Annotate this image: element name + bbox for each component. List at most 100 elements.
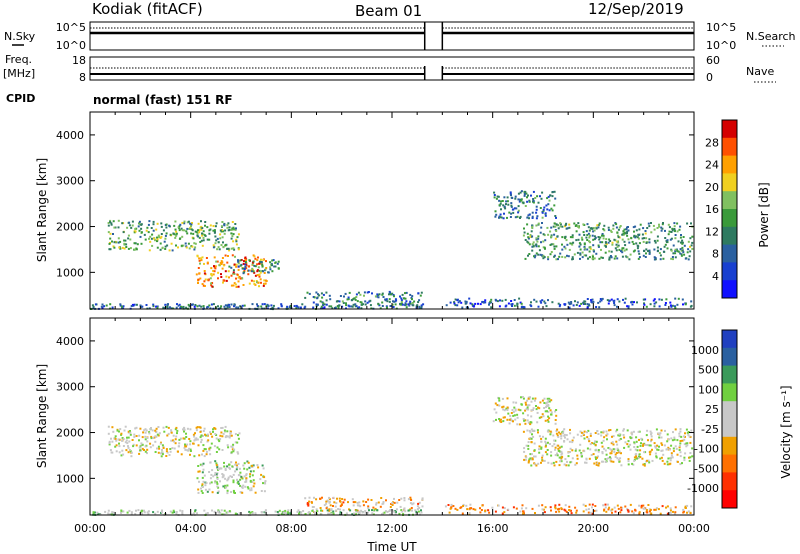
echo-pixel bbox=[337, 508, 340, 510]
echo-pixel bbox=[673, 438, 676, 441]
echo-pixel bbox=[224, 486, 226, 489]
echo-pixel bbox=[101, 303, 104, 306]
echo-pixel bbox=[546, 419, 549, 422]
echo-pixel bbox=[144, 431, 147, 434]
echo-pixel bbox=[619, 225, 622, 227]
echo-pixel bbox=[203, 234, 206, 237]
echo-pixel bbox=[521, 504, 524, 507]
echo-pixel bbox=[615, 430, 618, 433]
echo-pixel bbox=[146, 440, 149, 443]
echo-pixel bbox=[227, 229, 230, 232]
echo-pixel bbox=[120, 433, 123, 436]
echo-pixel bbox=[535, 208, 538, 211]
echo-pixel bbox=[661, 459, 664, 462]
echo-pixel bbox=[256, 274, 259, 277]
echo-pixel bbox=[303, 306, 306, 309]
echo-pixel bbox=[111, 240, 113, 243]
echo-pixel bbox=[591, 506, 593, 509]
echo-pixel bbox=[559, 432, 562, 435]
echo-pixel bbox=[529, 235, 532, 238]
echo-pixel bbox=[400, 509, 403, 512]
echo-pixel bbox=[228, 510, 231, 513]
echo-pixel bbox=[553, 443, 556, 446]
echo-pixel bbox=[386, 300, 389, 303]
echo-pixel bbox=[160, 511, 163, 514]
echo-pixel bbox=[490, 306, 493, 309]
echo-pixel bbox=[223, 305, 226, 308]
echo-pixel bbox=[421, 498, 424, 501]
echo-pixel bbox=[378, 293, 381, 296]
echo-pixel bbox=[214, 242, 217, 245]
echo-pixel bbox=[128, 221, 131, 224]
y-tick-label: 1000 bbox=[56, 472, 84, 485]
echo-pixel bbox=[245, 264, 248, 267]
echo-pixel bbox=[304, 497, 307, 500]
echo-pixel bbox=[122, 453, 125, 456]
echo-pixel bbox=[660, 456, 663, 459]
echo-pixel bbox=[160, 235, 163, 238]
echo-pixel bbox=[197, 488, 200, 491]
echo-pixel bbox=[529, 453, 532, 456]
echo-pixel bbox=[150, 437, 153, 440]
echo-pixel bbox=[653, 508, 656, 511]
echo-pixel bbox=[295, 304, 298, 307]
echo-pixel bbox=[404, 292, 406, 295]
echo-pixel bbox=[689, 511, 692, 514]
echo-pixel bbox=[146, 452, 148, 455]
echo-pixel bbox=[311, 509, 314, 512]
echo-pixel bbox=[689, 237, 692, 240]
echo-pixel bbox=[198, 259, 201, 262]
echo-pixel bbox=[144, 428, 147, 431]
echo-pixel bbox=[150, 427, 152, 429]
echo-pixel bbox=[208, 238, 211, 241]
echo-pixel bbox=[551, 209, 554, 212]
echo-pixel bbox=[208, 232, 211, 235]
echo-pixel bbox=[529, 396, 531, 399]
echo-pixel bbox=[203, 270, 206, 272]
echo-pixel bbox=[220, 509, 223, 512]
echo-pixel bbox=[587, 257, 589, 260]
echo-pixel bbox=[552, 225, 555, 228]
echo-pixel bbox=[568, 440, 571, 443]
echo-pixel bbox=[379, 505, 382, 508]
echo-pixel bbox=[511, 197, 514, 199]
echo-pixel bbox=[533, 298, 536, 301]
echo-pixel bbox=[162, 426, 165, 429]
echo-pixel bbox=[583, 437, 586, 440]
echo-pixel bbox=[641, 457, 644, 460]
echo-pixel bbox=[258, 269, 261, 272]
echo-pixel bbox=[575, 462, 578, 465]
echo-pixel bbox=[607, 447, 610, 449]
echo-pixel bbox=[256, 263, 259, 266]
echo-pixel bbox=[691, 241, 694, 244]
echo-pixel bbox=[589, 247, 592, 250]
echo-pixel bbox=[274, 510, 277, 513]
echo-pixel bbox=[188, 228, 191, 230]
echo-pixel bbox=[236, 236, 239, 239]
echo-pixel bbox=[219, 438, 222, 441]
echo-pixel bbox=[552, 461, 555, 464]
echo-pixel bbox=[665, 298, 668, 301]
echo-pixel bbox=[399, 303, 402, 306]
echo-pixel bbox=[531, 235, 534, 238]
echo-pixel bbox=[678, 444, 681, 447]
echo-pixel bbox=[246, 468, 249, 471]
echo-pixel bbox=[617, 507, 620, 510]
echo-pixel bbox=[691, 247, 694, 250]
echo-pixel bbox=[540, 226, 543, 229]
echo-pixel bbox=[529, 234, 532, 236]
echo-pixel bbox=[574, 506, 577, 509]
echo-pixel bbox=[586, 239, 589, 241]
echo-pixel bbox=[308, 500, 311, 503]
echo-pixel bbox=[674, 234, 677, 236]
echo-pixel bbox=[664, 243, 667, 246]
echo-pixel bbox=[506, 409, 509, 411]
echo-pixel bbox=[554, 506, 557, 509]
echo-pixel bbox=[517, 192, 520, 195]
echo-pixel bbox=[569, 236, 572, 239]
echo-pixel bbox=[280, 513, 283, 516]
echo-pixel bbox=[146, 448, 149, 451]
echo-pixel bbox=[649, 303, 652, 306]
echo-pixel bbox=[234, 283, 237, 286]
echo-pixel bbox=[176, 303, 178, 306]
